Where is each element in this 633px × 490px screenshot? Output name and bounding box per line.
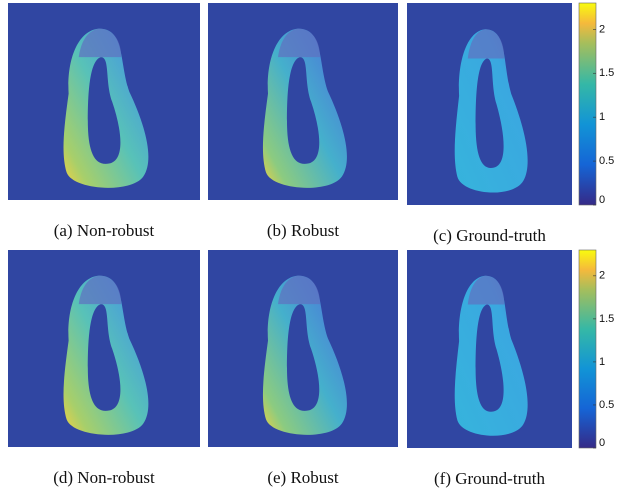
heatmap-image [407,250,572,448]
colorbar [578,2,597,206]
bone-ring [454,275,528,436]
panel-caption: (d) Non-robust [53,468,155,487]
tick-label: 1 [599,356,605,368]
bone-ring [262,28,347,188]
heatmap-image [208,250,398,447]
panel-caption: (a) Non-robust [54,221,155,240]
tick-label: 2 [599,23,605,35]
ring-top [467,29,505,59]
colorbar [578,249,597,449]
tick-label: 2 [599,270,605,282]
bone-ring [454,29,528,193]
ring-top [278,275,320,305]
ring-top [278,28,320,58]
ring-top [78,275,122,305]
bone-ring [262,275,347,435]
tick-label: 0 [599,437,605,449]
tick-label: 1.5 [599,313,614,325]
heatmap-image [8,3,200,200]
tick-label: 0 [599,194,605,206]
heatmap-image [407,3,572,205]
panel-caption: (e) Robust [267,468,339,487]
panel-caption: (f) Ground-truth [434,469,545,488]
bone-ring [63,275,149,435]
tick-label: 0.5 [599,399,614,411]
tick-label: 1 [599,111,605,123]
ring-top [467,275,505,305]
ring-top [78,28,122,58]
bone-ring [63,28,149,188]
tick-label: 0.5 [599,155,614,167]
panel-caption: (b) Robust [267,221,340,240]
panel-caption: (c) Ground-truth [433,226,546,245]
heatmap-image [8,250,200,447]
heatmap-image [208,3,398,200]
tick-label: 1.5 [599,67,614,79]
